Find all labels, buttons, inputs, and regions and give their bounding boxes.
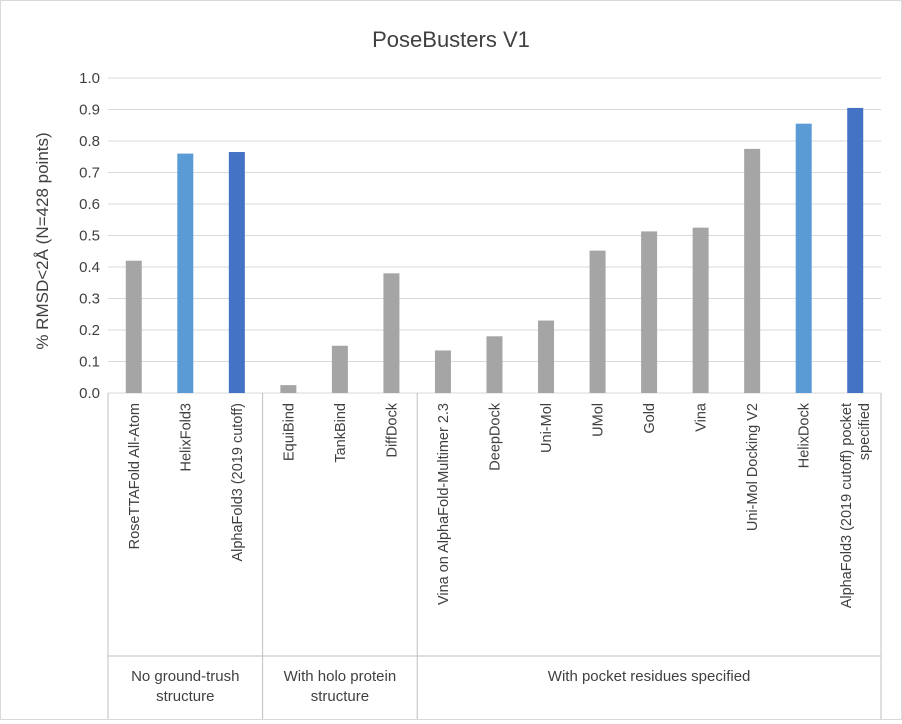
y-tick-labels: 0.0 0.1 0.2 0.3 0.4 0.5 0.6 0.7 0.8 0.9 1.0 [79, 70, 100, 402]
category-label-line: HelixDock [797, 402, 813, 468]
y-tick-label: 0.4 [79, 259, 100, 276]
y-axis-label: % RMSD<2Å (N=428 points) [33, 132, 52, 349]
bar [641, 231, 658, 393]
y-tick-label: 0.5 [79, 228, 100, 245]
category-label: HelixDock [797, 402, 813, 468]
category-label: AlphaFold3 (2019 cutoff) [230, 403, 246, 562]
category-label-line: TankBind [333, 403, 349, 463]
group-label: With pocket residues specified [548, 668, 751, 685]
category-label: Gold [642, 403, 658, 434]
category-labels: RoseTTAFold All-Atom HelixFold3 AlphaFold3… [127, 402, 873, 608]
bar [486, 336, 503, 393]
category-label-line: specified [857, 403, 873, 460]
category-label: Vina [694, 402, 710, 432]
category-label: RoseTTAFold All-Atom [127, 403, 143, 549]
y-tick-label: 0.8 [79, 133, 100, 150]
group-label: With holo protein [284, 668, 397, 685]
category-label-line: DeepDock [488, 402, 504, 470]
bar [538, 320, 555, 393]
category-label: UMol [591, 403, 607, 437]
y-tick-label: 0.9 [79, 102, 100, 119]
bars [125, 107, 864, 394]
category-label: HelixFold3 [178, 403, 194, 472]
category-label-line: RoseTTAFold All-Atom [127, 403, 143, 549]
category-label-line: Vina on AlphaFold-Multimer 2.3 [436, 403, 452, 605]
category-label-line: DiffDock [384, 402, 400, 457]
category-label: AlphaFold3 (2019 cutoff) pocket specified [839, 403, 873, 608]
category-label-line: Uni-Mol [539, 403, 555, 453]
bar [847, 107, 864, 394]
y-tick-label: 0.6 [79, 196, 100, 213]
y-tick-label: 0.3 [79, 291, 100, 308]
category-label-line: EquiBind [281, 403, 297, 461]
bar [331, 345, 348, 393]
bar [383, 273, 400, 393]
y-tick-label: 0.7 [79, 165, 100, 182]
category-label: Uni-Mol Docking V2 [745, 403, 761, 531]
y-tick-label: 0.2 [79, 322, 100, 339]
category-label-line: AlphaFold3 (2019 cutoff) [230, 403, 246, 562]
group-label: No ground-trush [131, 668, 239, 685]
y-tick-label: 0.0 [79, 385, 100, 402]
group-labels: No ground-trush structure With holo protei… [107, 393, 882, 719]
bar [228, 152, 245, 393]
category-label-line: HelixFold3 [178, 403, 194, 472]
bar [434, 350, 451, 393]
category-label: DiffDock [384, 402, 400, 457]
bar [744, 148, 761, 393]
bar [795, 123, 812, 394]
category-label-line: UMol [591, 403, 607, 437]
y-tick-label: 0.1 [79, 354, 100, 371]
chart-title: PoseBusters V1 [372, 27, 530, 52]
category-label: EquiBind [281, 403, 297, 461]
category-label: Uni-Mol [539, 403, 555, 453]
category-label-line: Vina [694, 402, 710, 432]
bar [177, 153, 194, 393]
group-label: structure [156, 688, 214, 705]
bar [125, 260, 142, 393]
category-label-line: Gold [642, 403, 658, 434]
category-label: Vina on AlphaFold-Multimer 2.3 [436, 403, 452, 605]
bar [589, 250, 606, 393]
bar [692, 227, 709, 393]
bar [280, 385, 297, 393]
category-label: TankBind [333, 403, 349, 463]
category-label-line: AlphaFold3 (2019 cutoff) pocket [839, 403, 855, 608]
group-label: structure [311, 688, 369, 705]
y-tick-label: 1.0 [79, 70, 100, 87]
category-label-line: Uni-Mol Docking V2 [745, 403, 761, 531]
category-label: DeepDock [488, 402, 504, 470]
